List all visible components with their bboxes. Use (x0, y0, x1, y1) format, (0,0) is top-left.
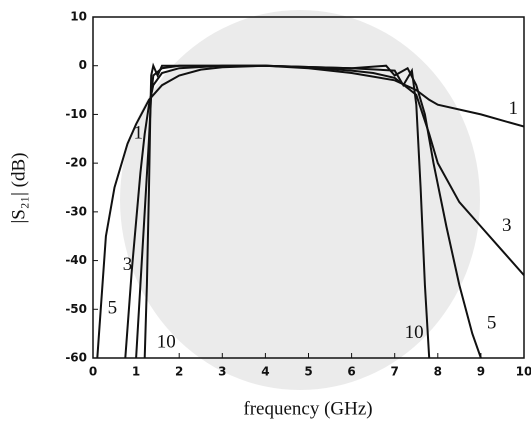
x-tick-label: 10 (516, 365, 531, 379)
x-tick-label: 4 (261, 365, 269, 379)
series-label: 5 (108, 298, 118, 319)
y-tick-label: -30 (65, 204, 87, 218)
x-tick-label: 0 (89, 365, 97, 379)
y-tick-label: -60 (65, 351, 87, 365)
series-label: 3 (123, 254, 133, 275)
series-label: 3 (502, 215, 512, 236)
series-line (143, 62, 431, 358)
x-tick-label: 5 (304, 365, 312, 379)
y-tick-label: -10 (65, 107, 87, 121)
x-tick-label: 6 (347, 365, 355, 379)
series-label: 10 (157, 332, 176, 353)
y-axis-label: |S₂₁| (dB) (8, 153, 29, 224)
watermark (120, 10, 480, 390)
series-label: 5 (487, 312, 497, 333)
series-label: 1 (134, 122, 144, 143)
series-line (96, 64, 524, 358)
series-label: 1 (508, 98, 518, 119)
y-tick-label: 0 (79, 58, 87, 72)
x-tick-label: 3 (218, 365, 226, 379)
y-tick-label: -20 (65, 156, 87, 170)
y-tick-label: -40 (65, 253, 87, 267)
x-axis-label: frequency (GHz) (243, 398, 372, 419)
y-tick-label: -50 (65, 302, 87, 316)
series-label: 10 (405, 322, 424, 343)
x-tick-label: 7 (391, 365, 399, 379)
y-tick-label: 10 (70, 10, 87, 24)
x-tick-label: 8 (434, 365, 442, 379)
x-tick-label: 9 (477, 365, 485, 379)
x-tick-label: 1 (132, 365, 140, 379)
x-tick-label: 2 (175, 365, 183, 379)
